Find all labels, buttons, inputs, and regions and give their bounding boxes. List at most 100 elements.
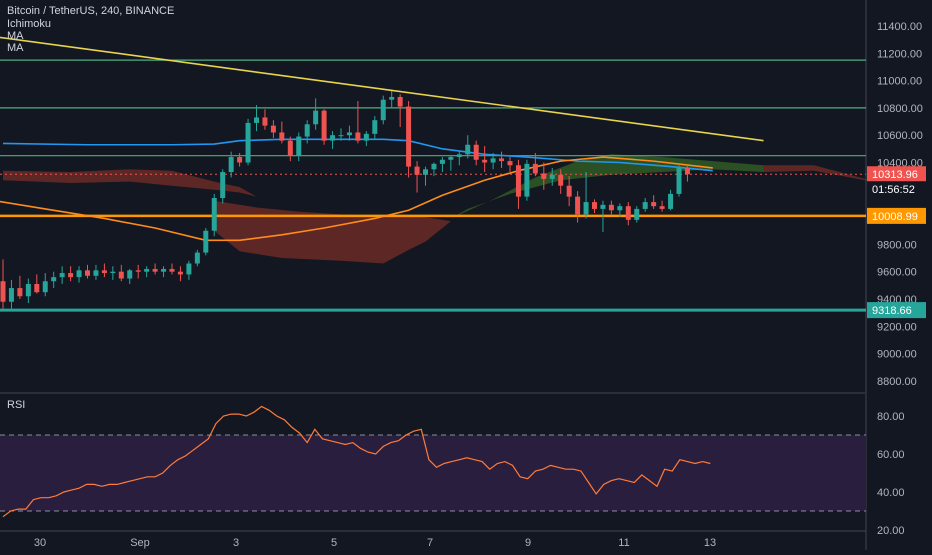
candle xyxy=(566,176,572,207)
candle xyxy=(304,120,310,144)
indicator-ma-label[interactable]: MA xyxy=(7,30,24,42)
price-tick-label: 11000.00 xyxy=(877,76,922,88)
countdown-tag-text: 01:56:52 xyxy=(872,184,915,196)
price-tick-label: 8800.00 xyxy=(877,376,917,388)
candle xyxy=(372,116,378,140)
rsi-tick-label: 80.00 xyxy=(877,411,905,423)
candle xyxy=(541,162,547,190)
candle xyxy=(524,159,530,201)
candle-body xyxy=(515,165,521,197)
time-tick-label: 5 xyxy=(331,537,337,549)
candlestick-series xyxy=(0,90,690,309)
time-tick-label: 3 xyxy=(233,537,239,549)
candle-body xyxy=(0,281,6,302)
time-tick-label: 11 xyxy=(618,537,629,549)
rsi-tick-label: 40.00 xyxy=(877,487,905,499)
candle-body xyxy=(524,163,530,197)
candle xyxy=(211,193,217,237)
candle-body xyxy=(144,268,150,272)
candle-body xyxy=(600,204,606,209)
rsi-pane: 80.00 60.00 40.00 20.00 xyxy=(0,405,905,537)
price-tick-label: 11200.00 xyxy=(877,48,922,60)
candle-body xyxy=(34,283,40,293)
candle xyxy=(245,118,251,166)
candle xyxy=(313,98,319,130)
cloud-bearish-mid xyxy=(214,200,451,264)
candle xyxy=(465,135,471,159)
support-price-tag-text: 10008.99 xyxy=(872,211,918,223)
candle-body xyxy=(287,140,293,156)
candle xyxy=(144,266,150,278)
candle-body xyxy=(42,281,48,293)
candle xyxy=(110,266,116,280)
ichimoku-cloud xyxy=(3,154,916,264)
candle xyxy=(431,162,437,177)
time-tick-label: 7 xyxy=(427,537,433,549)
candle xyxy=(186,260,192,280)
candle-body xyxy=(634,208,640,220)
ma-slow-line xyxy=(0,156,713,242)
candle-body xyxy=(423,169,428,175)
ma-fast-line xyxy=(2,138,713,172)
candle xyxy=(473,140,479,166)
candle xyxy=(634,206,640,223)
candle xyxy=(355,101,361,144)
candle xyxy=(482,146,488,173)
rsi-band xyxy=(0,435,866,511)
candle-body xyxy=(490,158,496,163)
candle-body xyxy=(355,132,361,141)
indicator-ichimoku-label[interactable]: Ichimoku xyxy=(7,18,52,30)
candle-body xyxy=(135,270,141,272)
candle-body xyxy=(51,277,57,282)
candle xyxy=(583,172,589,219)
candle xyxy=(34,274,40,294)
cloud-bearish-left xyxy=(3,169,257,197)
symbol-title[interactable]: Bitcoin / TetherUS, 240, BINANCE xyxy=(7,5,175,17)
candle-body xyxy=(448,157,454,160)
candle-body xyxy=(372,120,378,134)
indicator-ma-label-2[interactable]: MA xyxy=(7,42,24,54)
candle xyxy=(254,105,259,132)
candle xyxy=(414,161,420,193)
trendline[interactable] xyxy=(0,36,764,142)
candle-body xyxy=(389,96,395,100)
countdown-tag-bg xyxy=(867,181,926,198)
candle-body xyxy=(346,132,352,136)
descending-trendline xyxy=(0,36,764,142)
candle-body xyxy=(651,202,657,207)
candle xyxy=(515,159,521,209)
candle xyxy=(659,200,665,212)
candle-body xyxy=(380,99,386,121)
candle-body xyxy=(194,252,200,264)
candle-body xyxy=(127,270,133,279)
candle xyxy=(101,263,107,278)
candle xyxy=(220,169,226,204)
candle-body xyxy=(85,270,90,276)
price-tick-label: 9800.00 xyxy=(877,239,917,251)
candle-body xyxy=(228,157,234,173)
candle-body xyxy=(507,161,513,166)
candle-body xyxy=(608,204,614,211)
price-tags: 10313.96 01:56:52 10008.99 9318.66 xyxy=(867,166,926,319)
candle xyxy=(42,273,48,297)
candle xyxy=(625,202,631,226)
candle xyxy=(684,165,690,182)
candle-body xyxy=(575,196,581,215)
candle xyxy=(25,278,31,304)
candle xyxy=(617,203,623,218)
horizontal-levels[interactable] xyxy=(0,59,866,312)
candle-body xyxy=(456,154,462,158)
candle-body xyxy=(254,117,259,123)
candle-body xyxy=(541,173,547,179)
candle-body xyxy=(338,135,344,137)
candle-body xyxy=(549,174,555,179)
candle xyxy=(490,152,496,170)
price-tick-label: 10600.00 xyxy=(877,130,923,142)
rsi-label[interactable]: RSI xyxy=(7,399,26,411)
candle-body xyxy=(439,159,445,164)
candle-body xyxy=(414,166,420,175)
candle xyxy=(507,157,513,173)
candle-body xyxy=(279,132,285,141)
